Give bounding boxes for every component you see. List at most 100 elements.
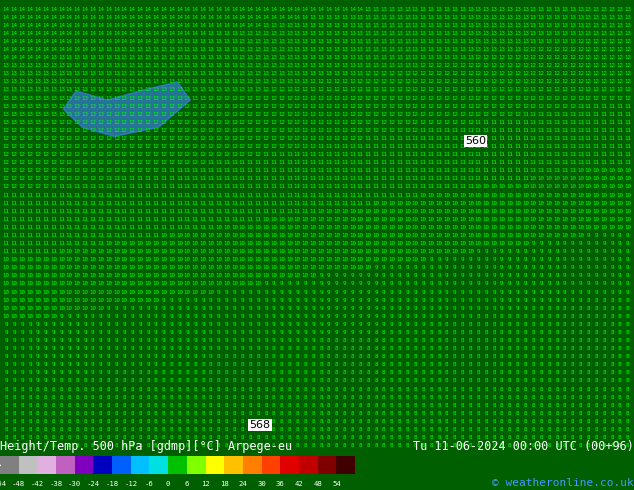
Text: 8: 8 (60, 435, 63, 440)
Text: 13: 13 (514, 15, 521, 20)
Text: 9: 9 (563, 241, 567, 246)
Text: 9: 9 (20, 338, 24, 343)
Text: 14: 14 (58, 6, 65, 12)
Text: 12: 12 (89, 152, 96, 157)
Text: 11: 11 (168, 193, 175, 197)
Text: 9: 9 (83, 346, 87, 351)
Text: 13: 13 (89, 63, 96, 68)
Text: 8: 8 (351, 362, 354, 368)
Text: 8: 8 (524, 346, 527, 351)
Text: 10: 10 (365, 241, 372, 246)
Text: 8: 8 (461, 362, 464, 368)
Text: 9: 9 (217, 338, 221, 343)
Text: 8: 8 (508, 443, 512, 448)
Text: 9: 9 (508, 257, 512, 262)
Text: 13: 13 (82, 87, 89, 93)
Text: 9: 9 (366, 273, 370, 278)
Text: 8: 8 (626, 435, 630, 440)
Text: 14: 14 (136, 6, 143, 12)
Text: 12: 12 (427, 79, 434, 84)
Text: 10: 10 (451, 200, 458, 206)
Text: 10: 10 (27, 306, 34, 311)
Text: 14: 14 (34, 47, 41, 52)
Text: 8: 8 (201, 394, 205, 400)
Text: 8: 8 (311, 394, 315, 400)
Text: 8: 8 (225, 394, 228, 400)
Text: 10: 10 (530, 225, 537, 230)
Text: 10: 10 (309, 225, 316, 230)
Text: 8: 8 (610, 314, 614, 319)
Text: 10: 10 (404, 225, 411, 230)
Text: 8: 8 (390, 419, 394, 424)
Text: 13: 13 (443, 6, 450, 12)
Text: 8: 8 (295, 387, 299, 392)
Text: 9: 9 (398, 297, 401, 303)
Text: 8: 8 (571, 411, 574, 416)
Text: 8: 8 (610, 338, 614, 343)
Text: 13: 13 (553, 31, 560, 36)
Text: 9: 9 (75, 338, 79, 343)
Text: 10: 10 (522, 217, 529, 222)
Text: 8: 8 (240, 419, 244, 424)
Text: 14: 14 (66, 47, 73, 52)
Text: 13: 13 (136, 63, 143, 68)
Text: 12: 12 (482, 112, 489, 117)
Text: 9: 9 (484, 306, 488, 311)
Text: 8: 8 (382, 427, 385, 432)
Text: 11: 11 (278, 184, 285, 190)
Text: 8: 8 (610, 427, 614, 432)
Text: 10: 10 (451, 233, 458, 238)
Text: 11: 11 (396, 176, 403, 181)
Text: 11: 11 (66, 241, 73, 246)
Text: 10: 10 (522, 184, 529, 190)
Text: 9: 9 (398, 314, 401, 319)
Text: 14: 14 (27, 6, 34, 12)
Text: 12: 12 (176, 152, 183, 157)
Text: 9: 9 (319, 306, 323, 311)
Text: 10: 10 (121, 281, 128, 287)
Text: 12: 12 (58, 128, 65, 133)
Text: 13: 13 (412, 47, 419, 52)
Text: 8: 8 (138, 443, 142, 448)
Text: 12: 12 (561, 79, 568, 84)
Text: 14: 14 (200, 6, 207, 12)
Text: 10: 10 (34, 281, 41, 287)
Text: 8: 8 (461, 338, 464, 343)
Text: 9: 9 (170, 322, 173, 327)
Text: 10: 10 (191, 249, 198, 254)
Text: 11: 11 (349, 160, 356, 165)
Text: 10: 10 (200, 249, 207, 254)
Text: 8: 8 (319, 411, 323, 416)
Text: 10: 10 (600, 217, 607, 222)
Text: 10: 10 (302, 217, 309, 222)
Text: 10: 10 (388, 249, 395, 254)
Text: 10: 10 (545, 176, 552, 181)
Text: 8: 8 (531, 346, 535, 351)
Text: 9: 9 (540, 297, 543, 303)
Text: 13: 13 (593, 23, 600, 28)
Text: 10: 10 (294, 249, 301, 254)
Text: 12: 12 (482, 87, 489, 93)
Text: 12: 12 (145, 120, 152, 125)
Text: 9: 9 (524, 257, 527, 262)
Text: 9: 9 (477, 281, 480, 287)
Text: 8: 8 (618, 411, 621, 416)
Text: 9: 9 (508, 297, 512, 303)
Text: 12: 12 (357, 96, 364, 100)
Text: 13: 13 (373, 31, 380, 36)
Text: 10: 10 (113, 273, 120, 278)
Text: 11: 11 (18, 225, 25, 230)
Text: 11: 11 (530, 128, 537, 133)
Text: 8: 8 (469, 370, 472, 375)
Text: 10: 10 (309, 233, 316, 238)
Text: 9: 9 (602, 257, 606, 262)
Text: 8: 8 (170, 370, 173, 375)
Text: 11: 11 (318, 184, 325, 190)
Text: 10: 10 (404, 233, 411, 238)
Text: 12: 12 (207, 128, 214, 133)
Text: 12: 12 (577, 39, 584, 44)
Text: 11: 11 (491, 152, 498, 157)
Text: 10: 10 (553, 225, 560, 230)
Text: 8: 8 (516, 330, 519, 335)
Text: 12: 12 (247, 96, 254, 100)
